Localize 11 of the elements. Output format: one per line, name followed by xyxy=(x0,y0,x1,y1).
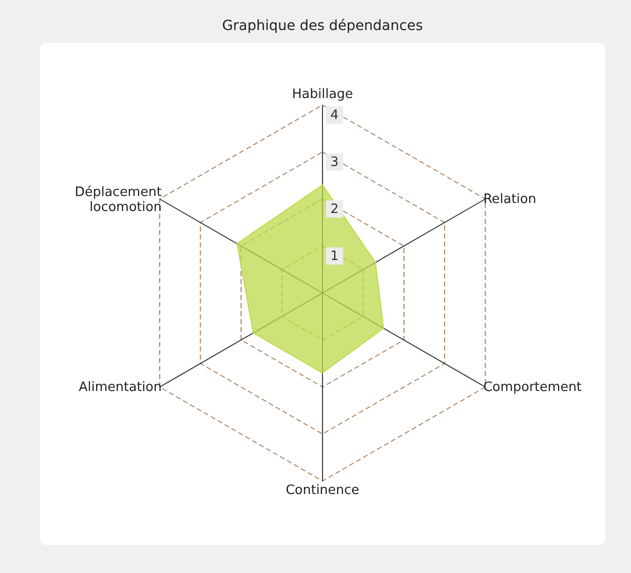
spoke-label: Alimentation xyxy=(78,380,162,395)
y-tick-label: 3 xyxy=(330,155,339,170)
spoke-label: Déplacement locomotion xyxy=(74,185,162,215)
spoke-label: Comportement xyxy=(483,380,582,395)
spoke-label: Continence xyxy=(286,483,360,498)
spoke-label: Relation xyxy=(483,192,536,207)
y-tick-label: 4 xyxy=(330,108,339,123)
chart-title: Graphique des dépendances xyxy=(222,18,423,34)
y-tick-label: 2 xyxy=(330,202,339,217)
y-tick-label: 1 xyxy=(330,249,339,264)
spoke-label: Habillage xyxy=(292,87,354,102)
